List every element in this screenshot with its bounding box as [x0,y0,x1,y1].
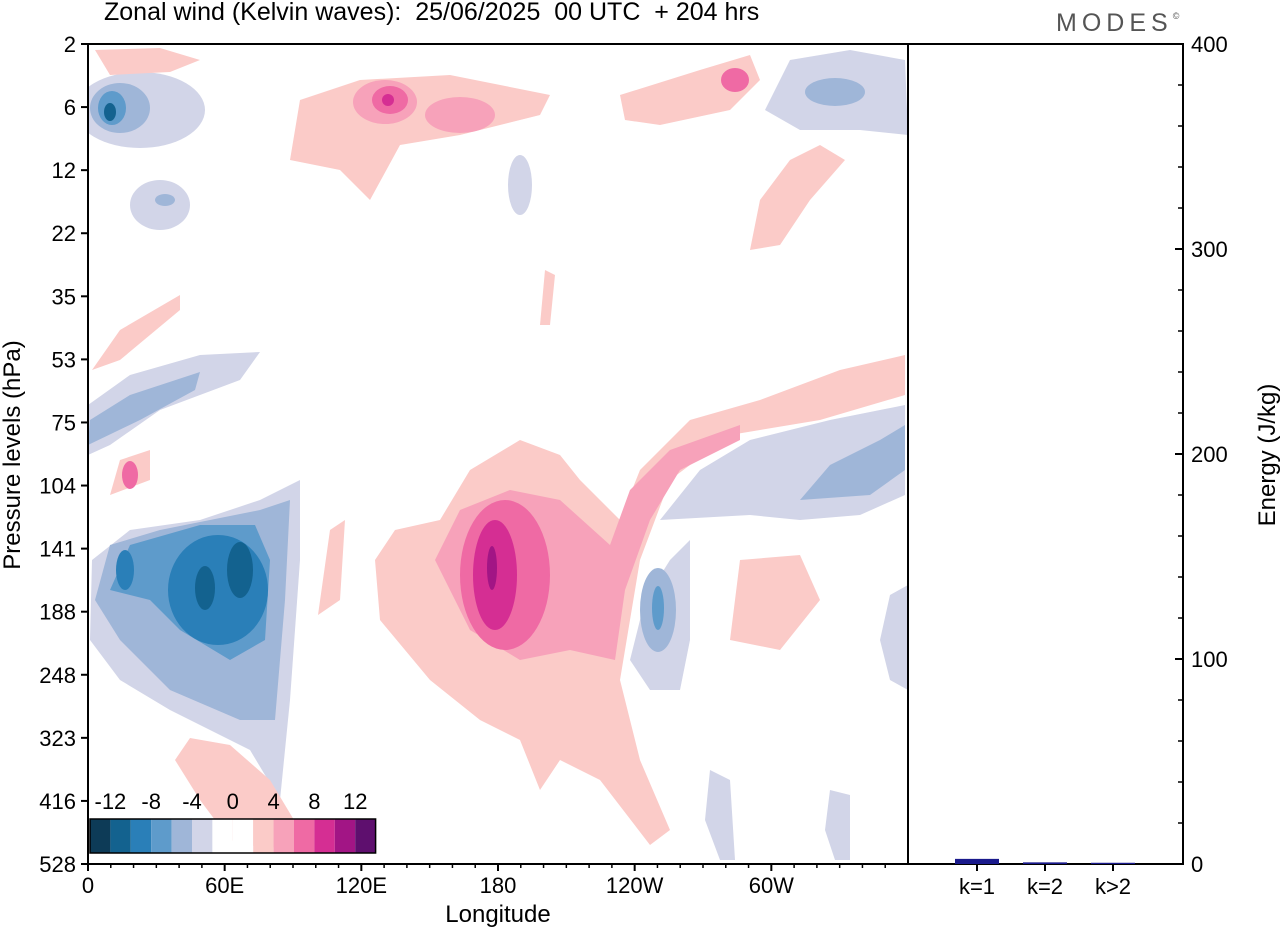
chart-title: Zonal wind (Kelvin waves): 25/06/2025 00… [104,0,760,26]
colorbar-cell [110,819,131,853]
x-tick-label: 120W [606,873,664,898]
y-axis-title: Pressure levels (hPa) [0,340,26,569]
colorbar-cell [314,819,335,853]
contour-pos-8 [721,68,749,92]
contour-neg-24 [880,585,908,690]
y-tick-label: 323 [39,726,76,751]
energy-tick-label: 200 [1191,442,1228,467]
contour-neg-21 [652,586,664,630]
x-tick-label: 60W [749,873,794,898]
energy-tick-label: 300 [1191,237,1228,262]
contour-neg-23 [800,425,905,500]
energy-plot-frame [907,43,1184,865]
energy-axis-title: Energy (J/kg) [1254,384,1280,527]
colorbar-tick-label: 12 [343,789,367,814]
colorbar-cell [273,819,294,853]
contour-pos-12 [122,461,138,489]
colorbar-cell [355,819,376,853]
x-axis-title: Longitude [445,901,550,928]
y-axis-ticks: 2 6 12 22 35 53 75 104 141 188 248 323 416 528 [39,32,88,877]
colorbar-frame [89,818,377,854]
contour-neg-4 [104,103,116,121]
energy-category-label: k=2 [1027,874,1063,899]
colorbar-cell [192,819,213,853]
colorbar-tick-label: 4 [267,789,279,814]
colorbar-tick-label: -12 [95,789,127,814]
contour-neg-6 [155,194,175,206]
contour-neg-26 [825,790,850,860]
colorbar-tick-label: 0 [227,789,239,814]
contour-neg-15 [168,535,268,645]
y-tick-label: 12 [52,158,76,183]
contour-neg-11 [88,372,200,445]
contour-pos-14 [375,355,905,845]
colorbar-cell [294,819,315,853]
contour-pos-18 [487,546,497,590]
x-tick-label: 180 [480,873,517,898]
energy-tick-label: 400 [1191,32,1228,57]
colorbar-cell [253,819,274,853]
contour-pos-5 [382,94,394,106]
energy-tick-label: 0 [1191,852,1203,877]
contour-pos-13 [540,270,555,325]
energy-bar [1091,862,1135,864]
colorbar-cell [212,819,233,853]
contour-neg-8 [805,78,865,106]
contour-pos-20 [318,520,345,615]
colorbar-cell [151,819,172,853]
colorbar-cell [130,819,152,853]
y-tick-label: 22 [52,221,76,246]
contour-pos-10 [92,295,180,370]
y-tick-label: 188 [39,600,76,625]
colorbar-tick-label: -8 [141,789,161,814]
contour-neg-10 [88,352,260,455]
energy-axis-ticks: 0 100 200 300 400 [1175,32,1228,877]
energy-bar [1023,862,1067,864]
contour-field [88,48,908,860]
contour-neg-25 [705,770,735,860]
brand-logo: MODES© [1056,9,1179,38]
brand-mark: © [1172,11,1180,21]
contour-neg-16 [116,550,134,590]
x-tick-label: 120E [336,873,387,898]
y-tick-label: 53 [52,347,76,372]
x-tick-label: 60E [205,873,244,898]
y-tick-label: 2 [64,32,76,57]
y-tick-label: 416 [39,789,76,814]
contour-neg-18 [227,542,253,598]
y-tick-label: 528 [39,852,76,877]
x-axis-ticks: 0 60E 120E 180 120W 60W [82,864,886,898]
y-tick-label: 141 [39,537,76,562]
colorbar-cell [90,819,111,853]
contour-pos-21 [730,555,820,650]
y-tick-label: 248 [39,663,76,688]
contour-pos-1 [95,48,200,75]
contour-pos-9 [750,145,845,250]
colorbar-tick-label: -4 [182,789,202,814]
brand-name: MODES [1056,9,1173,37]
x-tick-label: 0 [82,873,94,898]
colorbar-cell [334,819,356,853]
energy-tick-label: 100 [1191,647,1228,672]
y-tick-label: 104 [39,474,76,499]
contour-pos-6 [425,97,495,133]
y-tick-label: 35 [52,284,76,309]
y-tick-label: 6 [64,95,76,120]
contour-neg-17 [195,566,215,610]
energy-category-label: k>2 [1095,874,1131,899]
colorbar: -12 -8 -4 0 4 8 12 [89,789,377,854]
colorbar-cell [171,819,192,853]
colorbar-tick-label: 8 [308,789,320,814]
energy-category-label: k=1 [959,874,995,899]
energy-bar [955,858,999,864]
contour-neg-9 [508,155,532,215]
colorbar-cell [232,819,254,853]
energy-bars: k=1 k=2 k>2 [955,858,1135,899]
y-tick-label: 75 [52,410,76,435]
